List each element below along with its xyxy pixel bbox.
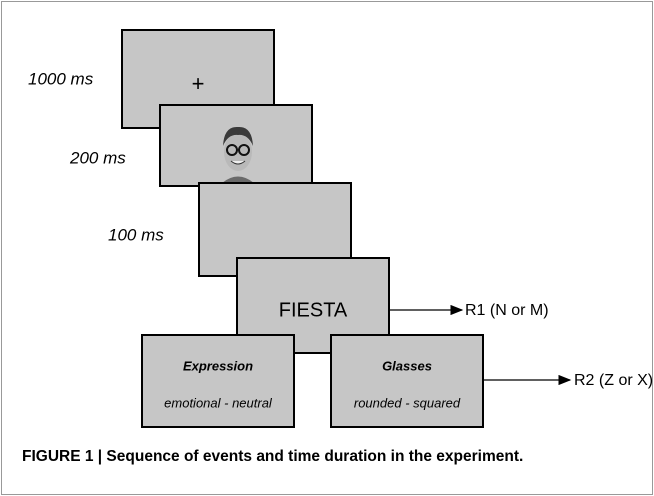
task-screen: [330, 334, 484, 428]
duration-label: 100 ms: [108, 225, 164, 244]
caption: FIGURE 1 | Sequence of events and time d…: [22, 448, 523, 465]
response-label: R1 (N or M): [465, 302, 549, 319]
task-title: Expression: [183, 358, 253, 373]
response-label: R2 (Z or X): [574, 372, 653, 389]
task-options: rounded - squared: [354, 395, 461, 410]
duration-label: 200 ms: [69, 148, 126, 167]
fixation-cross: +: [192, 71, 205, 96]
task-screen: [141, 334, 295, 428]
task-title: Glasses: [382, 358, 432, 373]
face-image: [222, 126, 254, 183]
duration-label: 1000 ms: [28, 69, 94, 88]
word: FIESTA: [279, 299, 348, 321]
task-options: emotional - neutral: [164, 395, 273, 410]
